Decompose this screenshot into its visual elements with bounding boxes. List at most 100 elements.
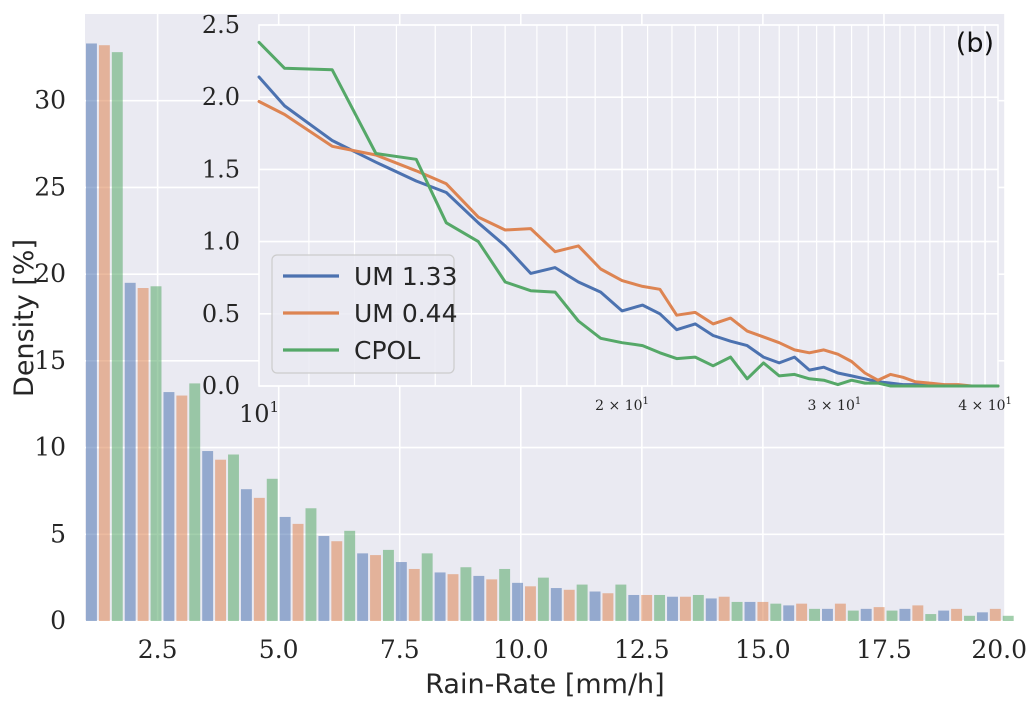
main-x-tick-label: 7.5 bbox=[380, 635, 420, 664]
bar-um-0-44 bbox=[641, 594, 653, 621]
bar-um-1-33 bbox=[667, 596, 678, 621]
bar-cpol bbox=[150, 286, 162, 621]
legend-box bbox=[271, 254, 455, 374]
main-x-tick-label: 12.5 bbox=[614, 635, 670, 664]
bar-um-0-44 bbox=[408, 568, 420, 621]
bar-um-0-44 bbox=[292, 523, 304, 621]
line-um-0-44 bbox=[257, 100, 1000, 388]
main-bars bbox=[86, 43, 1014, 622]
bar-um-0-44 bbox=[176, 395, 188, 621]
inset-x-tick-label-minor: 2 × 101 bbox=[595, 396, 649, 414]
main-x-tick-label: 2.5 bbox=[138, 635, 178, 664]
main-y-axis-label: Density [%] bbox=[9, 239, 40, 397]
bar-cpol bbox=[847, 610, 859, 621]
main-y-tick-label: 20 bbox=[34, 259, 66, 288]
bar-um-0-44 bbox=[679, 596, 691, 621]
bar-um-1-33 bbox=[279, 516, 291, 621]
bar-cpol bbox=[770, 603, 782, 621]
main-y-tick-labels: 0 5 10 15 20 25 30 bbox=[34, 86, 66, 635]
inset-y-tick-label: 0.0 bbox=[202, 372, 240, 400]
bar-um-1-33 bbox=[318, 536, 330, 621]
bar-cpol bbox=[654, 594, 666, 621]
bar-um-1-33 bbox=[744, 601, 756, 621]
bar-cpol bbox=[731, 601, 743, 621]
bar-um-1-33 bbox=[550, 588, 562, 621]
bar-um-0-44 bbox=[98, 45, 110, 621]
inset-y-tick-label: 2.0 bbox=[202, 83, 240, 111]
bar-um-0-44 bbox=[757, 601, 769, 621]
inset-y-tick-label: 1.5 bbox=[202, 155, 240, 183]
bar-um-1-33 bbox=[705, 598, 717, 621]
legend-label: UM 0.44 bbox=[354, 299, 457, 328]
bar-um-0-44 bbox=[796, 603, 808, 621]
main-y-tick-label: 5 bbox=[50, 519, 66, 548]
main-y-tick-label: 0 bbox=[50, 606, 66, 635]
bar-um-1-33 bbox=[124, 282, 136, 621]
bar-um-0-44 bbox=[912, 605, 924, 621]
bar-cpol bbox=[499, 568, 511, 621]
bar-um-1-33 bbox=[434, 572, 446, 621]
bar-um-0-44 bbox=[834, 603, 846, 621]
inset-x-tick-label-minor: 4 × 101 bbox=[958, 396, 1012, 414]
bar-um-0-44 bbox=[951, 608, 963, 621]
main-x-tick-label: 10.0 bbox=[493, 635, 549, 664]
bar-cpol bbox=[266, 478, 278, 621]
inset-x-tick-label-minor: 3 × 101 bbox=[808, 396, 862, 414]
main-y-tick-label: 25 bbox=[34, 172, 66, 201]
bar-cpol bbox=[886, 610, 898, 621]
bar-cpol bbox=[576, 584, 588, 621]
bar-um-0-44 bbox=[873, 607, 885, 621]
inset-x-tick-label-major: 101 bbox=[239, 398, 279, 428]
bar-cpol bbox=[964, 615, 975, 621]
bar-cpol bbox=[925, 614, 937, 621]
bar-cpol bbox=[344, 530, 356, 621]
main-x-tick-labels: 2.5 5.0 7.5 10.0 12.5 15.0 17.5 20.0 bbox=[138, 635, 1027, 664]
bar-um-0-44 bbox=[370, 555, 381, 621]
bar-um-0-44 bbox=[331, 541, 343, 621]
panel-label: (b) bbox=[956, 28, 994, 59]
bar-um-0-44 bbox=[718, 596, 730, 621]
main-x-tick-label: 15.0 bbox=[735, 635, 791, 664]
bar-um-1-33 bbox=[860, 608, 872, 621]
legend-label: CPOL bbox=[354, 336, 420, 365]
legend-label: UM 1.33 bbox=[354, 262, 457, 291]
inset-panel: 0.0 0.5 1.0 1.5 2.0 2.5 101 2 × 101 3 × 101 4 × … bbox=[202, 11, 1012, 428]
bar-cpol bbox=[421, 553, 433, 621]
bar-um-0-44 bbox=[215, 459, 227, 621]
bar-um-1-33 bbox=[512, 582, 524, 621]
main-x-tick-label: 5.0 bbox=[259, 635, 299, 664]
inset-lines bbox=[257, 40, 1000, 388]
bar-cpol bbox=[305, 508, 317, 621]
inset-gridlines bbox=[259, 24, 998, 387]
bar-cpol bbox=[111, 52, 123, 621]
bar-um-0-44 bbox=[525, 586, 536, 621]
bar-um-1-33 bbox=[938, 610, 950, 621]
bar-um-1-33 bbox=[976, 612, 988, 621]
main-y-tick-label: 10 bbox=[34, 433, 66, 462]
bar-cpol bbox=[382, 549, 394, 621]
bar-um-1-33 bbox=[357, 553, 369, 621]
inset-y-tick-labels: 0.0 0.5 1.0 1.5 2.0 2.5 bbox=[202, 11, 240, 400]
bar-um-0-44 bbox=[989, 608, 1001, 621]
main-x-axis-label: Rain-Rate [mm/h] bbox=[425, 669, 664, 700]
bar-um-1-33 bbox=[240, 489, 252, 621]
line-cpol bbox=[257, 40, 1000, 388]
bar-cpol bbox=[228, 454, 239, 621]
inset-y-tick-label: 1.0 bbox=[202, 228, 240, 256]
bar-um-1-33 bbox=[163, 392, 175, 621]
main-x-tick-label: 20.0 bbox=[971, 635, 1027, 664]
inset-legend: UM 1.33 UM 0.44 CPOL bbox=[271, 254, 457, 374]
bar-cpol bbox=[809, 608, 820, 621]
bar-um-1-33 bbox=[783, 605, 795, 621]
bar-um-1-33 bbox=[86, 43, 97, 622]
bar-um-1-33 bbox=[473, 575, 485, 621]
inset-y-tick-label: 2.5 bbox=[202, 11, 240, 39]
bar-um-1-33 bbox=[202, 451, 214, 621]
main-y-tick-label: 30 bbox=[34, 86, 66, 115]
bar-cpol bbox=[692, 594, 704, 621]
bar-um-1-33 bbox=[395, 562, 407, 621]
main-y-tick-label: 15 bbox=[34, 346, 66, 375]
bar-cpol bbox=[460, 567, 472, 621]
bar-um-1-33 bbox=[899, 608, 911, 621]
